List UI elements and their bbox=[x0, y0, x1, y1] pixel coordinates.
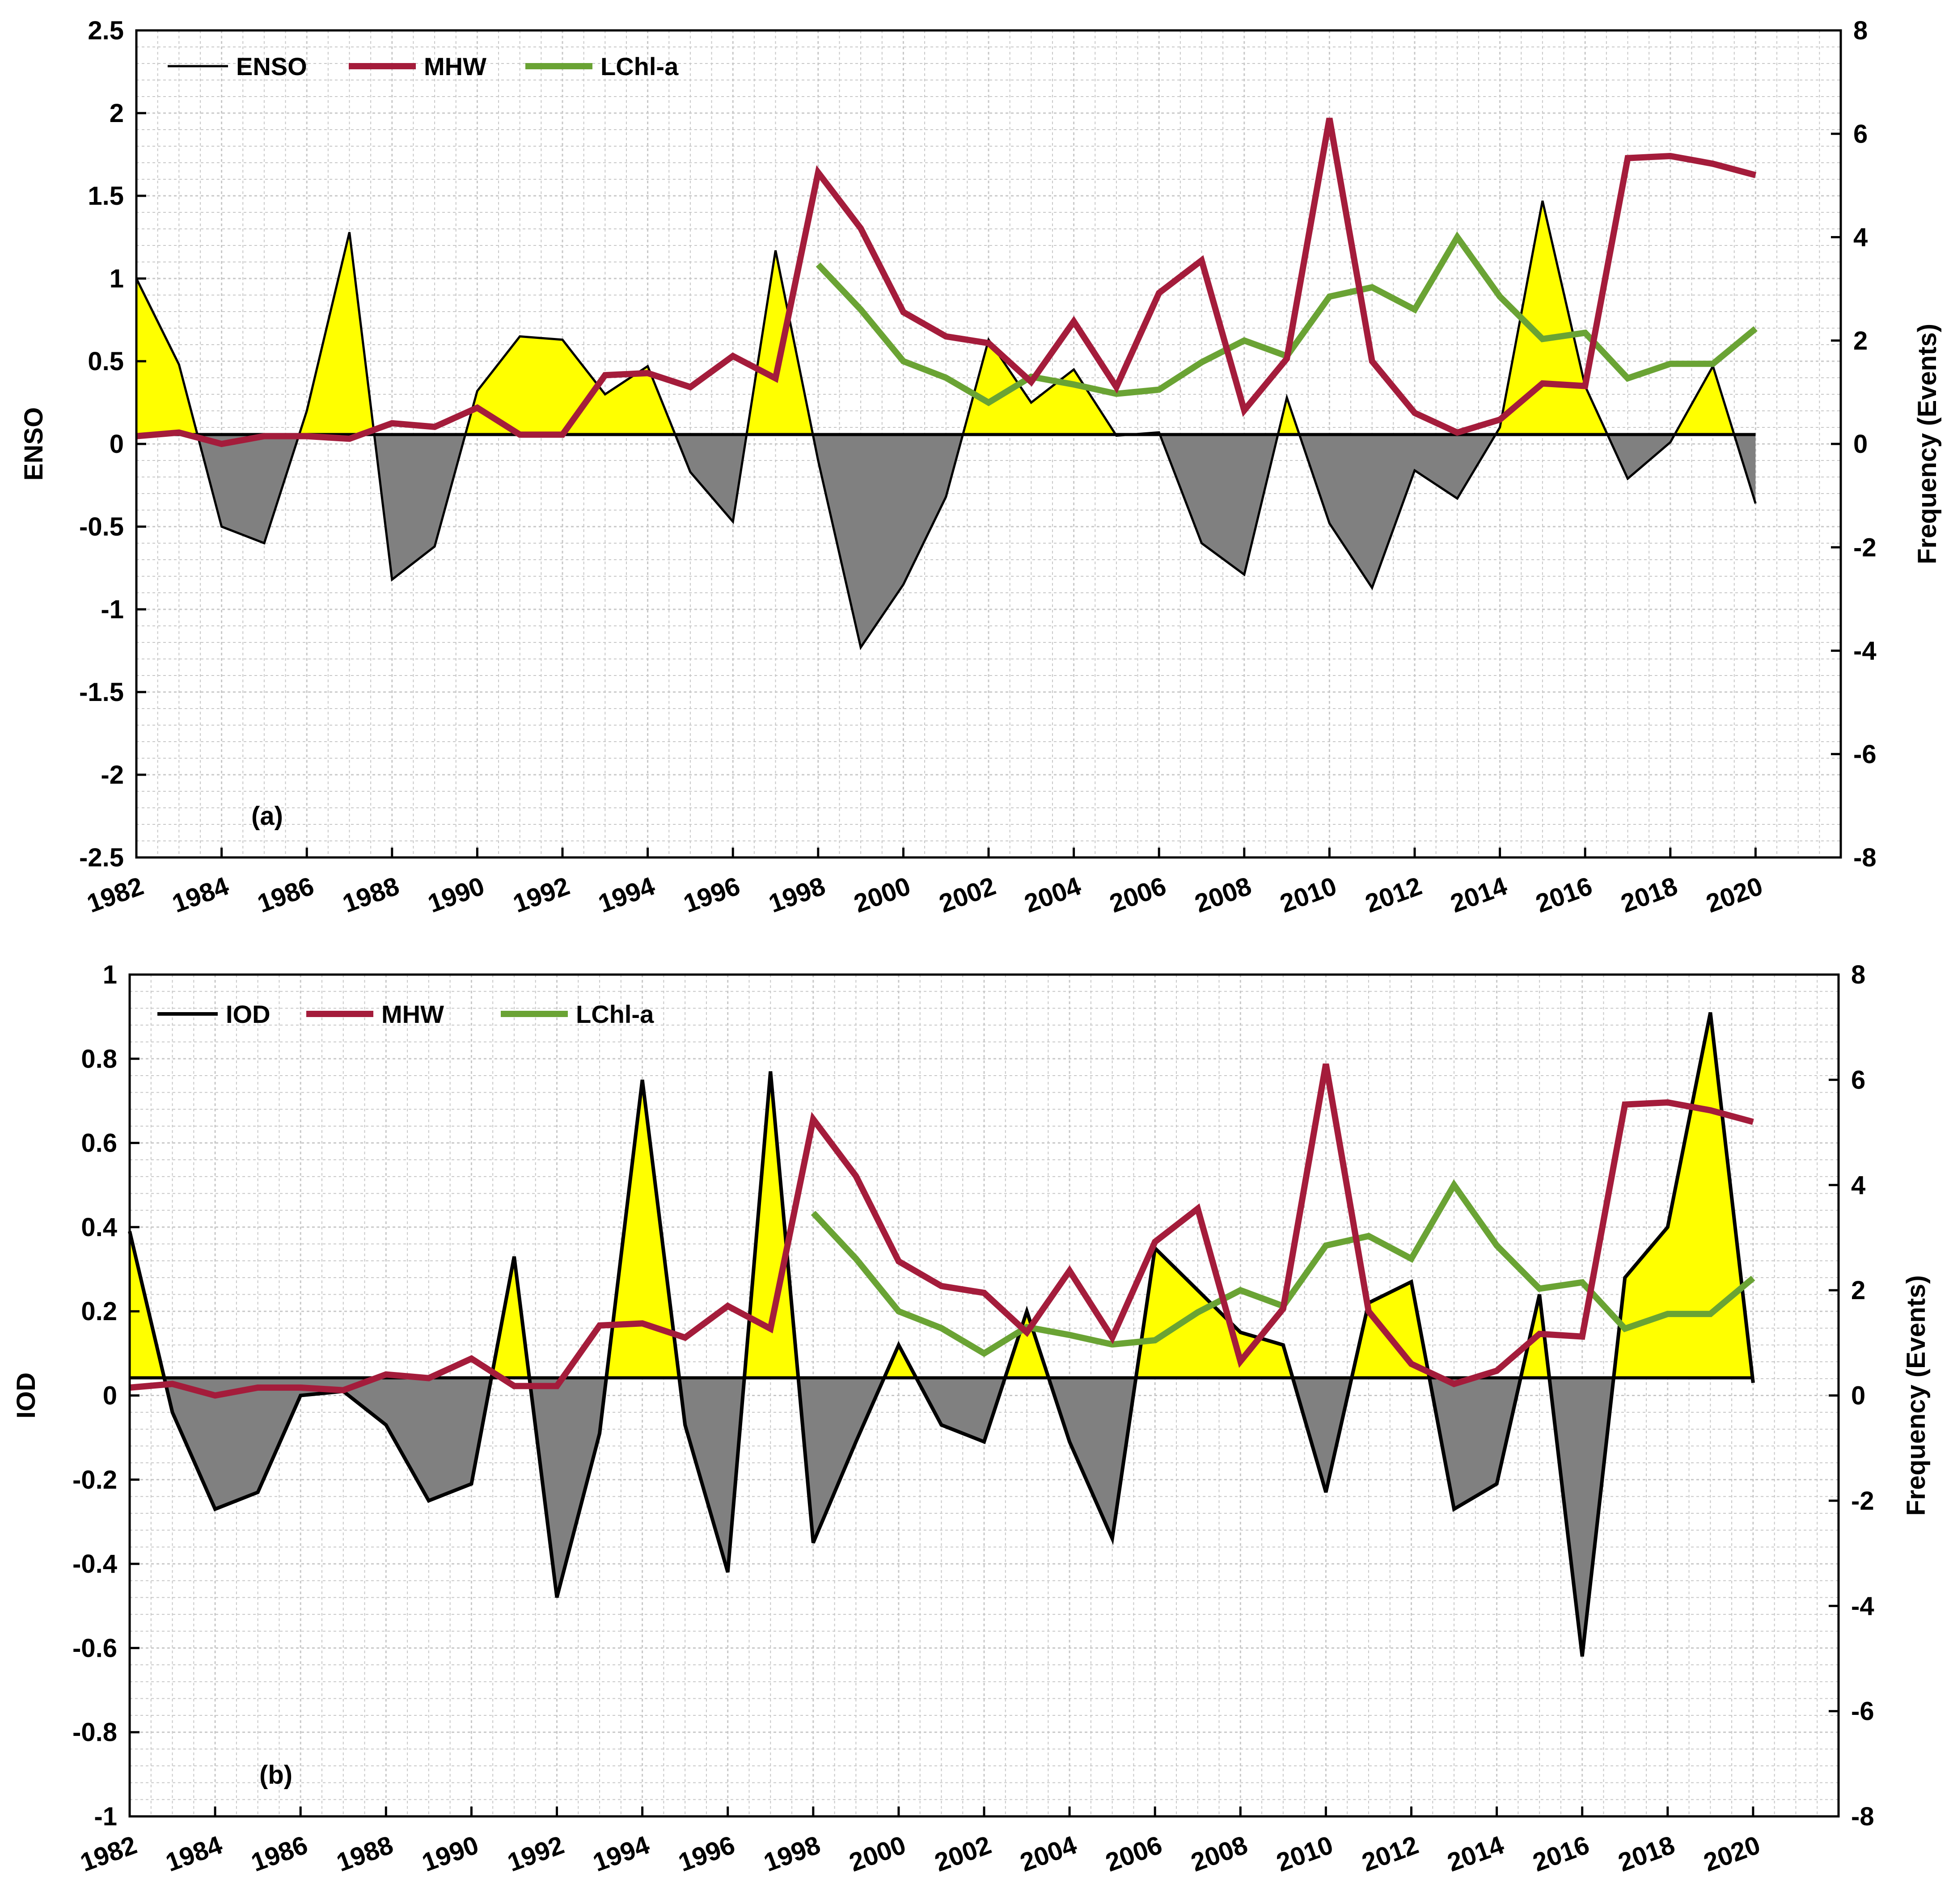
y-tick-label-left: -2.5 bbox=[79, 843, 124, 872]
y-tick-label-right: 2 bbox=[1853, 326, 1868, 355]
y-axis-label-left: ENSO bbox=[19, 407, 48, 481]
y-tick-label-left: 0 bbox=[110, 430, 124, 459]
y-tick-label-right: 0 bbox=[1853, 430, 1868, 459]
y-tick-label-left: 0.5 bbox=[88, 347, 124, 376]
y-tick-label-left: 0.8 bbox=[81, 1044, 117, 1073]
y-tick-label-left: -0.8 bbox=[72, 1718, 117, 1747]
mhw-series-line bbox=[129, 1063, 1754, 1399]
anomaly-fills bbox=[130, 1012, 1753, 1657]
y-tick-label-left: 0.2 bbox=[81, 1297, 117, 1326]
y-tick-label-left: 0.4 bbox=[81, 1213, 117, 1242]
series-lines bbox=[135, 118, 1758, 650]
y-tick-label-right: 8 bbox=[1853, 16, 1868, 45]
panel-a-enso: 2.5 2 1.5 1 0.5 0 -0.5 -1 -1.5 -2 -2.5 8 6 4 2 0 -2 -4 -6 -… bbox=[19, 16, 1942, 918]
y-tick-label-right: 0 bbox=[1851, 1381, 1865, 1410]
legend-label: LChl-a bbox=[600, 52, 679, 80]
y-tick-label-left: 1 bbox=[110, 264, 124, 293]
y-tick-label-left: -1.5 bbox=[79, 678, 124, 707]
legend: IOD MHW LChl-a bbox=[157, 1000, 654, 1028]
legend-label: LChl-a bbox=[576, 1000, 654, 1028]
y-tick-label-right: 6 bbox=[1851, 1065, 1865, 1094]
y-tick-label-left: -0.5 bbox=[79, 512, 124, 541]
y-tick-label-left: -1 bbox=[94, 1802, 117, 1831]
y-tick-label-right: -4 bbox=[1853, 637, 1877, 666]
index-series-line bbox=[135, 200, 1757, 650]
negative-anomaly-fill bbox=[130, 1378, 1753, 1657]
y-tick-label-right: -8 bbox=[1851, 1802, 1874, 1831]
y-tick-label-left: 1 bbox=[103, 960, 117, 989]
y-tick-label-left: -2 bbox=[101, 760, 124, 789]
y-tick-label-left: 1.5 bbox=[88, 182, 124, 211]
panel-label: (a) bbox=[251, 802, 283, 831]
y-tick-label-right: 4 bbox=[1851, 1171, 1865, 1200]
y-tick-label-left: -0.2 bbox=[72, 1465, 117, 1494]
y-tick-label-right: 4 bbox=[1853, 223, 1868, 252]
legend: ENSO MHW LChl-a bbox=[168, 52, 679, 80]
y-tick-label-left: 2 bbox=[110, 99, 124, 128]
y-tick-label-left: 0.6 bbox=[81, 1129, 117, 1158]
y-tick-label-left: 2.5 bbox=[88, 16, 124, 45]
index-series-line bbox=[128, 1012, 1755, 1657]
negative-anomaly-fill bbox=[136, 435, 1756, 648]
y-tick-label-right: -2 bbox=[1853, 533, 1877, 562]
positive-anomaly-fill bbox=[136, 201, 1756, 435]
series-lines bbox=[128, 1012, 1755, 1657]
y-tick-label-right: -6 bbox=[1853, 740, 1877, 769]
legend-label: ENSO bbox=[236, 52, 307, 80]
panel-label: (b) bbox=[259, 1760, 292, 1790]
legend-label: IOD bbox=[226, 1000, 271, 1028]
anomaly-fills bbox=[136, 201, 1756, 648]
grid bbox=[129, 974, 1839, 1817]
y-tick-label-right: 8 bbox=[1851, 960, 1865, 989]
y-tick-label-left: -1 bbox=[101, 595, 124, 624]
legend-label: MHW bbox=[424, 52, 486, 80]
y-tick-label-right: -8 bbox=[1853, 843, 1877, 872]
y-tick-label-right: 6 bbox=[1853, 119, 1868, 148]
y-tick-label-left: -0.6 bbox=[72, 1634, 117, 1663]
y-tick-label-right: 2 bbox=[1851, 1276, 1865, 1305]
y-tick-label-right: -4 bbox=[1851, 1592, 1874, 1621]
y-tick-label-left: 0 bbox=[103, 1381, 117, 1410]
mhw-series-line bbox=[136, 118, 1757, 448]
y-tick-label-right: -2 bbox=[1851, 1486, 1874, 1516]
y-axis-label-left: IOD bbox=[12, 1372, 41, 1419]
y-axis-label-right: Frequency (Events) bbox=[1913, 324, 1942, 564]
y-tick-label-left: -0.4 bbox=[72, 1549, 117, 1579]
y-axis-label-right: Frequency (Events) bbox=[1902, 1275, 1931, 1516]
legend-label: MHW bbox=[381, 1000, 444, 1028]
y-tick-label-right: -6 bbox=[1851, 1697, 1874, 1726]
